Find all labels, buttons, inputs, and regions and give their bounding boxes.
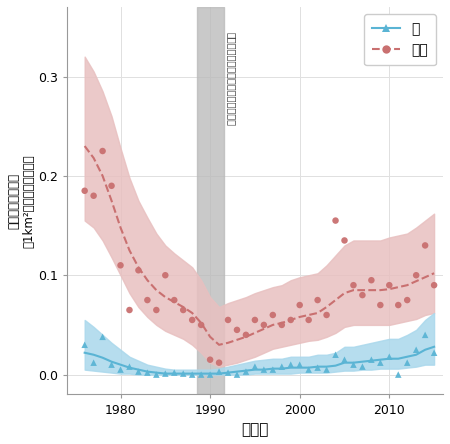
- Point: [225, 369, 232, 376]
- Point: [404, 297, 411, 304]
- Point: [305, 366, 312, 373]
- Point: [260, 366, 267, 373]
- Point: [350, 361, 357, 368]
- Point: [251, 363, 258, 370]
- Point: [90, 192, 97, 199]
- Point: [431, 349, 438, 356]
- Point: [243, 331, 250, 338]
- Point: [431, 281, 438, 289]
- Y-axis label: ヒグマ痕跡発見率
（1km²メッシュ当たり）: ヒグマ痕跡発見率 （1km²メッシュ当たり）: [7, 154, 35, 247]
- Point: [368, 277, 375, 284]
- Point: [81, 341, 88, 349]
- Point: [234, 371, 241, 378]
- Point: [117, 366, 124, 373]
- Point: [296, 361, 303, 368]
- Point: [323, 311, 330, 318]
- Legend: 糞, 足跡: 糞, 足跡: [364, 14, 436, 66]
- Point: [99, 333, 106, 341]
- Point: [99, 147, 106, 155]
- Point: [305, 317, 312, 324]
- Point: [216, 368, 223, 375]
- Point: [81, 187, 88, 194]
- Point: [269, 366, 276, 373]
- Point: [332, 217, 339, 224]
- Point: [269, 311, 276, 318]
- Point: [359, 292, 366, 299]
- Point: [189, 317, 196, 324]
- Point: [117, 262, 124, 269]
- Bar: [197, 7, 224, 394]
- Point: [171, 369, 178, 376]
- Point: [368, 356, 375, 363]
- Text: 春クマ駆除制度廃止（１９９０年）: 春クマ駆除制度廃止（１９９０年）: [226, 32, 236, 126]
- Point: [108, 182, 115, 189]
- Point: [207, 356, 214, 363]
- Point: [162, 272, 169, 279]
- Point: [287, 317, 294, 324]
- Point: [350, 281, 357, 289]
- Point: [90, 359, 97, 366]
- Point: [162, 370, 169, 377]
- Point: [386, 281, 393, 289]
- Point: [126, 363, 133, 370]
- Point: [323, 366, 330, 373]
- Point: [171, 297, 178, 304]
- Point: [422, 242, 429, 249]
- Point: [198, 321, 205, 329]
- Point: [225, 317, 232, 324]
- Point: [135, 267, 142, 274]
- Point: [296, 301, 303, 309]
- Point: [377, 301, 384, 309]
- Point: [278, 363, 285, 370]
- Point: [332, 351, 339, 358]
- Point: [153, 371, 160, 378]
- Point: [189, 371, 196, 378]
- Point: [413, 346, 420, 353]
- Point: [413, 272, 420, 279]
- Point: [386, 353, 393, 360]
- Point: [180, 370, 187, 377]
- Point: [144, 369, 151, 376]
- Point: [287, 361, 294, 368]
- Point: [314, 297, 321, 304]
- Point: [278, 321, 285, 329]
- Point: [260, 321, 267, 329]
- Point: [180, 306, 187, 313]
- Point: [251, 317, 258, 324]
- Point: [314, 364, 321, 371]
- Point: [126, 306, 133, 313]
- Point: [234, 326, 241, 333]
- X-axis label: 調査年: 調査年: [241, 422, 269, 437]
- Point: [207, 371, 214, 378]
- Point: [341, 356, 348, 363]
- Point: [144, 297, 151, 304]
- Point: [404, 359, 411, 366]
- Point: [108, 361, 115, 368]
- Point: [198, 371, 205, 378]
- Point: [395, 301, 402, 309]
- Point: [153, 306, 160, 313]
- Point: [395, 371, 402, 378]
- Point: [422, 331, 429, 338]
- Point: [243, 368, 250, 375]
- Point: [216, 359, 223, 366]
- Point: [135, 368, 142, 375]
- Point: [359, 363, 366, 370]
- Point: [341, 237, 348, 244]
- Point: [377, 359, 384, 366]
